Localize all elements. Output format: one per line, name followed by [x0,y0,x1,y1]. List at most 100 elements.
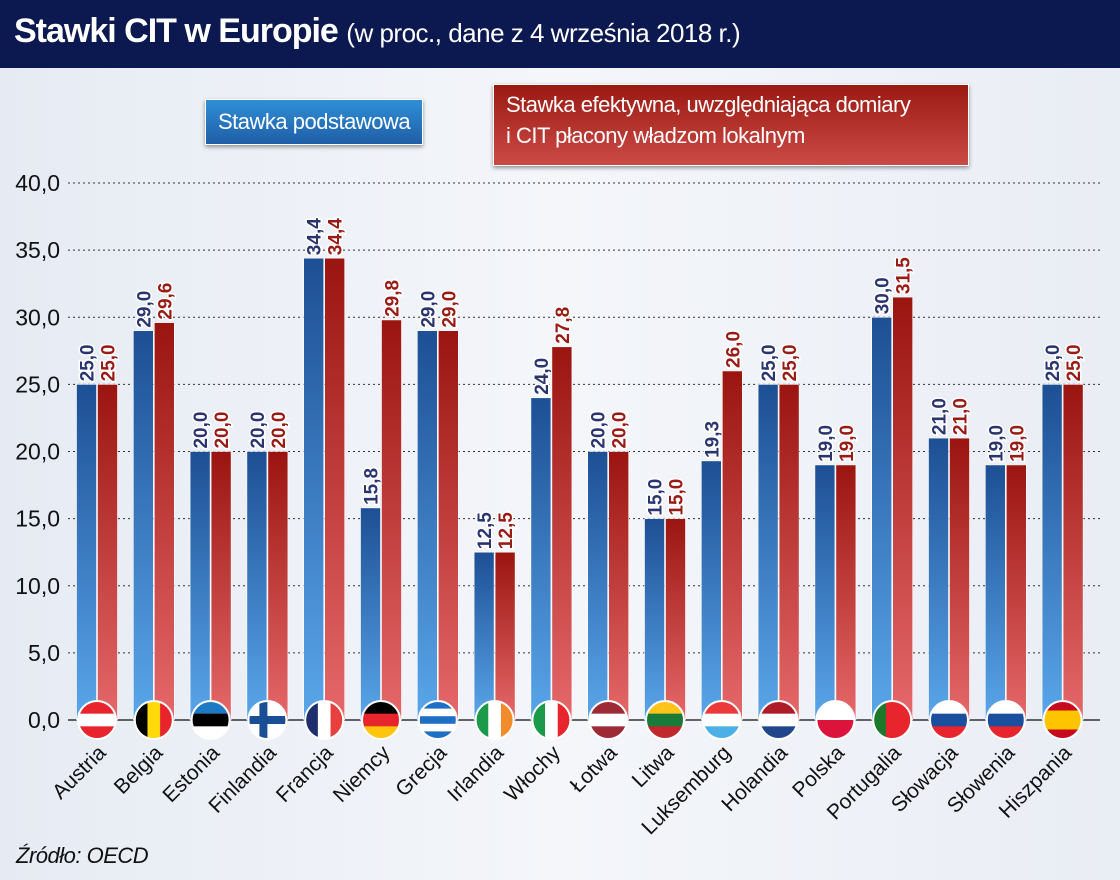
flag-icon-estonia [190,700,231,740]
y-tick-label: 25,0 [15,371,60,397]
x-tick-label: Łotwa [566,741,622,797]
x-tick-label: Francja [272,741,338,807]
x-tick-label: Litwa [628,741,679,792]
flag-stripe [147,701,161,739]
flag-icon-grecja [417,700,458,740]
bar-base [814,464,836,721]
bar-base [303,257,325,721]
flag-icon-irlandia [474,700,515,740]
bar-base [587,451,609,721]
data-label: 19,0 [986,425,1007,462]
data-label: 29,0 [439,291,460,328]
flag-stripe [1043,729,1082,739]
y-tick-label: 10,0 [15,573,60,599]
flag-icon-łotwa [588,700,629,740]
data-label: 34,4 [326,218,347,255]
bar-effective [324,257,346,721]
bar-effective [97,384,118,721]
flag-stripe [418,708,457,717]
bar-effective [437,330,459,721]
flag-border [133,700,174,740]
flag-border [701,700,742,740]
flag-border [929,700,969,740]
bar-effective [665,518,686,721]
data-label: 25,0 [1043,344,1064,381]
bar-effective [835,464,857,721]
data-label: 15,0 [646,479,667,516]
y-tick-label: 0,0 [28,707,60,733]
data-label: 25,0 [78,344,99,381]
data-label: 25,0 [99,344,120,381]
x-tick-label: Włochy [500,741,565,806]
legend-label: Stawka podstawowa [218,109,411,134]
flag-border [1042,700,1083,740]
flag-icon-luksemburg [701,700,742,740]
bar-effective [778,384,800,721]
y-tick-label: 30,0 [15,304,60,330]
bar-base [530,397,552,721]
bar-base [871,316,893,721]
flag-border [361,700,401,740]
data-label: 21,0 [951,398,972,435]
flag-border [247,700,288,740]
flag-border [815,700,856,740]
flag-stripes [816,701,855,739]
bar-effective [1005,464,1027,721]
bar-effective [494,551,516,721]
flag-stripe [589,713,628,727]
flag-border [985,700,1026,740]
bar-effective [267,451,289,721]
bar-effective [551,346,573,721]
flag-stripe [317,701,332,739]
bar-base [416,330,438,721]
data-label: 29,8 [383,280,404,317]
bar-base [700,460,722,721]
bar-effective [210,451,232,721]
flag-stripes [1043,701,1082,739]
flag-icon-francja [304,700,345,740]
data-label: 34,4 [305,218,326,255]
bar-effective [1062,384,1084,721]
bar-effective [154,322,175,721]
flag-stripe [418,716,457,725]
bar-base [189,451,211,721]
flag-stripe [1043,710,1082,721]
bar-base [473,551,495,721]
flag-stripe [418,731,457,739]
flag-stripe [930,713,968,727]
bar-effective [381,319,402,721]
flag-stripe [646,713,684,727]
data-label: 29,6 [155,283,176,320]
x-tick-label: Irlandia [443,741,508,806]
flag-border [588,700,629,740]
flag-stripes [418,701,457,739]
bar-base [246,451,268,721]
flag-border [474,700,515,740]
flag-border [872,700,913,740]
flag-icon-włochy [531,700,572,740]
flag-stripe [78,713,116,727]
data-label: 29,0 [134,291,155,328]
data-label: 20,0 [248,412,269,449]
source-note: Źródło: OECD [16,843,149,868]
data-label: 31,5 [894,257,915,294]
flag-icon-holandia [758,700,799,740]
y-tick-label: 15,0 [15,506,60,532]
x-tick-label: Niemcy [329,741,395,807]
bar-effective [892,296,914,721]
x-tick-label: Austria [48,741,111,804]
flag-stripe [488,701,502,739]
flag-stripes [248,701,287,739]
data-label: 24,0 [532,358,553,395]
flag-icon-litwa [645,700,685,740]
data-label: 15,0 [667,479,688,516]
y-tick-label: 35,0 [15,237,60,263]
flag-border [417,700,458,740]
legend-item-base-rate: Stawka podstawowa [205,99,424,145]
data-label: 30,0 [873,277,894,314]
flag-icon-belgia [133,700,174,740]
data-label: 29,0 [418,291,439,328]
bar-base [984,464,1006,721]
legend-label-line2: i CIT płacony władzom lokalnym [506,123,805,148]
